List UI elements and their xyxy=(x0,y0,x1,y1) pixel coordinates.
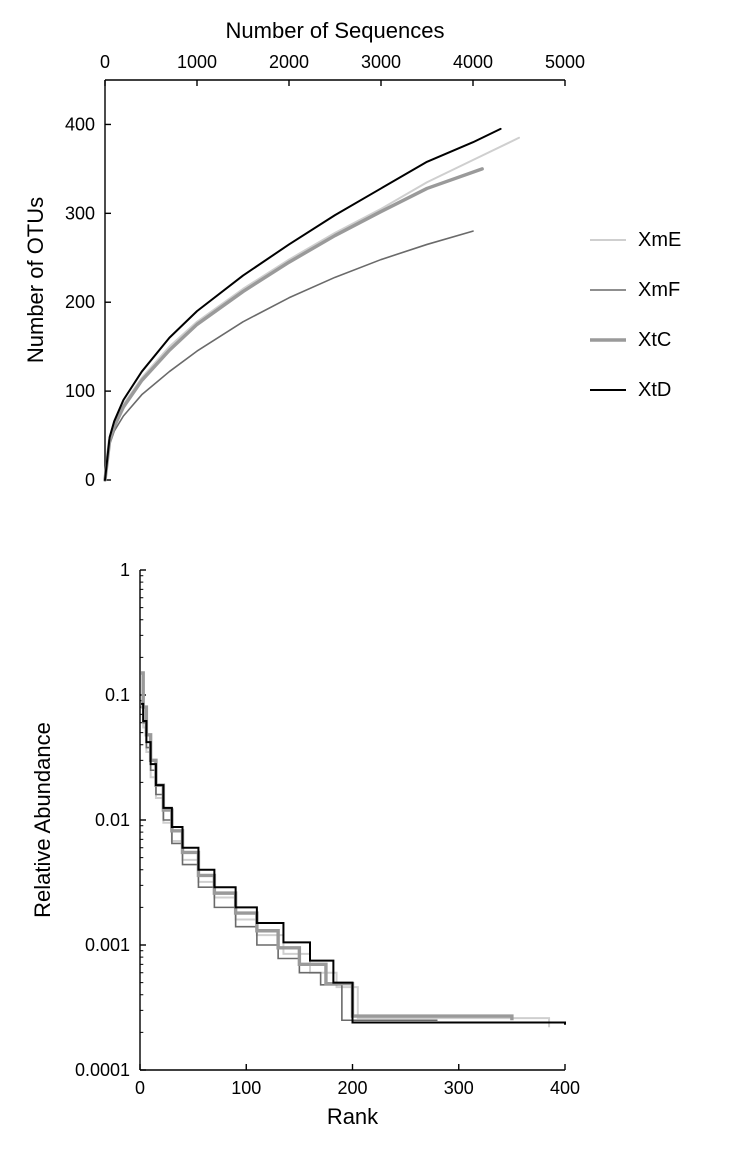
x-tick-label: 100 xyxy=(231,1078,261,1098)
x-tick-label: 300 xyxy=(444,1078,474,1098)
chart-canvas: 0100020003000400050000100200300400Number… xyxy=(0,0,730,1154)
series-XmE xyxy=(105,138,519,480)
y-tick-label: 100 xyxy=(65,381,95,401)
y-tick-label: 0.001 xyxy=(85,935,130,955)
x-tick-label: 400 xyxy=(550,1078,580,1098)
legend-label-XtD: XtD xyxy=(638,379,671,401)
legend-label-XmF: XmF xyxy=(638,279,680,301)
bottom-chart: 0 100 200 300 400 1 0.1 0.01 0.001 0.0001 Rank Rela… xyxy=(30,560,580,1129)
x-tick-label: 3000 xyxy=(361,52,401,72)
series-XtD xyxy=(141,704,565,1025)
series-XtD xyxy=(105,129,501,480)
legend: XmE XmF XtC XtD xyxy=(590,229,681,401)
series-XmE xyxy=(141,707,549,1027)
y-tick-label: 0 xyxy=(85,470,95,490)
bottom-chart-xlabel: Rank xyxy=(327,1104,379,1129)
legend-label-XtC: XtC xyxy=(638,329,671,351)
x-tick-label: 200 xyxy=(337,1078,367,1098)
series-XtC xyxy=(141,673,512,1020)
x-tick-label: 4000 xyxy=(453,52,493,72)
x-tick-label: 1000 xyxy=(177,52,217,72)
x-tick-label: 2000 xyxy=(269,52,309,72)
bottom-chart-ylabel: Relative Abundance xyxy=(30,722,55,918)
top-chart: 0 1000 2000 3000 4000 5000 0 100 200 300 400 Number… xyxy=(23,18,585,490)
x-tick-label: 5000 xyxy=(545,52,585,72)
y-tick-label: 0.0001 xyxy=(75,1060,130,1080)
y-tick-label: 1 xyxy=(120,560,130,580)
series-XtC xyxy=(105,169,482,480)
top-chart-ylabel: Number of OTUs xyxy=(23,197,48,363)
y-tick-label: 0.1 xyxy=(105,685,130,705)
top-chart-title: Number of Sequences xyxy=(226,18,445,43)
y-tick-label: 200 xyxy=(65,292,95,312)
legend-label-XmE: XmE xyxy=(638,229,681,251)
y-tick-label: 300 xyxy=(65,203,95,223)
y-tick-label: 0.01 xyxy=(95,810,130,830)
x-tick-label: 0 xyxy=(135,1078,145,1098)
x-tick-label: 0 xyxy=(100,52,110,72)
figure-root: 0100020003000400050000100200300400Number… xyxy=(0,0,730,1154)
y-tick-label: 400 xyxy=(65,114,95,134)
